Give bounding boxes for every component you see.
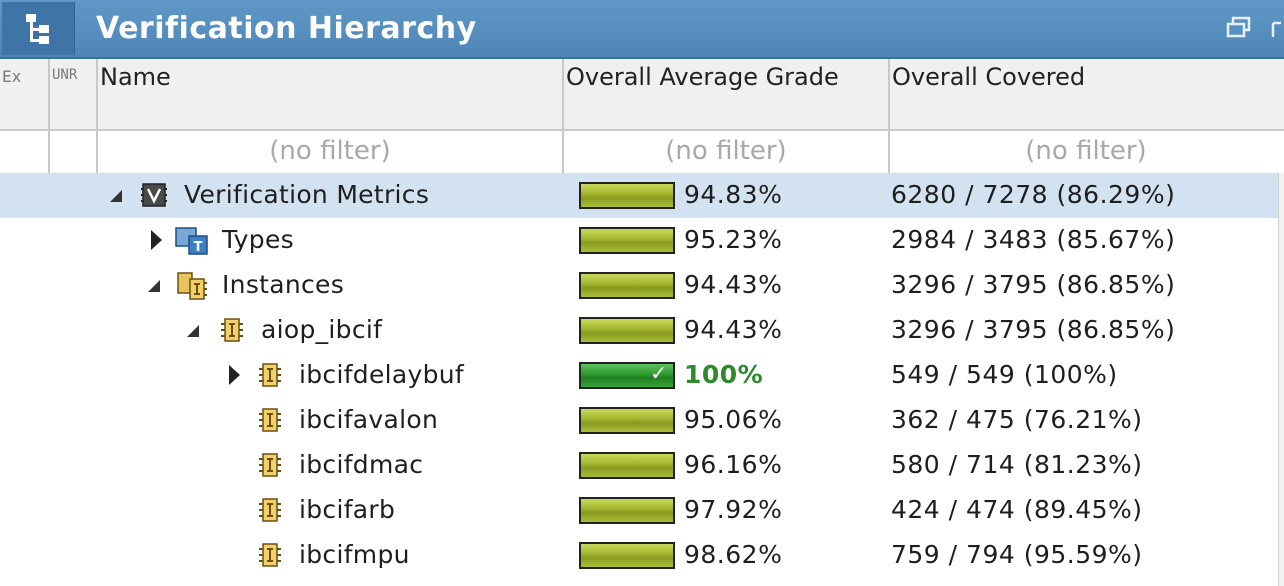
row-name: Instances bbox=[222, 270, 345, 299]
grade-bar-fill bbox=[581, 454, 673, 477]
covered-value: 549 / 549 (100%) bbox=[891, 360, 1118, 389]
grade-bar bbox=[579, 317, 675, 344]
grade-bar-fill bbox=[581, 364, 673, 387]
grade-value: 94.43% bbox=[684, 315, 783, 344]
grade-value: 94.83% bbox=[684, 180, 783, 209]
row-name: Types bbox=[222, 225, 294, 254]
name-header-label: Name bbox=[100, 63, 171, 91]
tree-row[interactable]: Instances 94.43% 3296 / 3795 (86.85%) bbox=[0, 263, 1278, 308]
filter-row: (no filter) (no filter) (no filter) bbox=[0, 131, 1284, 175]
covered-value: 362 / 475 (76.21%) bbox=[891, 405, 1143, 434]
grade-value: 96.16% bbox=[684, 450, 783, 479]
covered-value: 3296 / 3795 (86.85%) bbox=[891, 315, 1176, 344]
types-icon: T bbox=[175, 227, 208, 255]
ex-header-label: Ex bbox=[2, 67, 22, 86]
grade-value: 95.06% bbox=[684, 405, 783, 434]
row-name: ibcifavalon bbox=[299, 405, 439, 434]
grade-value: 95.23% bbox=[684, 225, 783, 254]
hierarchy-icon[interactable] bbox=[2, 2, 75, 55]
expand-arrow-icon[interactable] bbox=[151, 230, 162, 250]
grade-bar bbox=[579, 227, 675, 254]
grade-bar-fill bbox=[581, 319, 673, 342]
grade-value: 97.92% bbox=[684, 495, 783, 524]
grade-bar-fill bbox=[581, 229, 673, 252]
row-name: ibcifdelaybuf bbox=[299, 360, 465, 389]
verification-metrics-icon bbox=[141, 183, 167, 207]
restore-window-icon[interactable] bbox=[1226, 16, 1252, 38]
grade-bar: ✓ bbox=[579, 361, 675, 389]
instance-icon bbox=[259, 408, 281, 432]
name-filter-input[interactable]: (no filter) bbox=[98, 131, 564, 173]
tree-row[interactable]: ibcifdmac 96.16% 580 / 714 (81.23%) bbox=[0, 443, 1278, 488]
name-column-header[interactable]: Name bbox=[98, 59, 564, 129]
name-filter-placeholder: (no filter) bbox=[269, 136, 391, 166]
grade-bar-fill bbox=[581, 499, 673, 522]
tree-row[interactable]: Verification Metrics 94.83% 6280 / 7278 … bbox=[0, 173, 1278, 218]
grade-filter-placeholder: (no filter) bbox=[665, 136, 787, 166]
grade-bar bbox=[579, 182, 675, 209]
grade-bar bbox=[579, 452, 675, 479]
grade-value: 100% bbox=[684, 360, 764, 389]
collapse-arrow-icon[interactable] bbox=[110, 190, 122, 202]
row-name: aiop_ibcif bbox=[261, 315, 383, 344]
column-header-row: Ex UNR Name Overall Average Grade Overal… bbox=[0, 59, 1284, 131]
covered-column-header[interactable]: Overall Covered bbox=[890, 59, 1282, 129]
instance-icon bbox=[259, 498, 281, 522]
grade-value: 98.62% bbox=[684, 540, 783, 569]
covered-filter-placeholder: (no filter) bbox=[1025, 136, 1147, 166]
tree-row[interactable]: ibcifavalon 95.06% 362 / 475 (76.21%) bbox=[0, 398, 1278, 443]
title-bar: Verification Hierarchy bbox=[0, 0, 1284, 59]
instance-icon bbox=[259, 543, 281, 567]
covered-value: 580 / 714 (81.23%) bbox=[891, 450, 1143, 479]
grade-bar-fill bbox=[581, 274, 673, 297]
window-edge-icon bbox=[1271, 21, 1281, 37]
grade-bar bbox=[579, 497, 675, 524]
row-name: ibcifdmac bbox=[299, 450, 424, 479]
grade-bar-fill bbox=[581, 409, 673, 432]
ex-filter-cell bbox=[0, 131, 50, 173]
covered-value: 2984 / 3483 (85.67%) bbox=[891, 225, 1176, 254]
grade-bar bbox=[579, 272, 675, 299]
svg-text:T: T bbox=[194, 240, 203, 255]
collapse-arrow-icon[interactable] bbox=[187, 325, 199, 337]
grade-column-header[interactable]: Overall Average Grade bbox=[564, 59, 890, 129]
covered-filter-input[interactable]: (no filter) bbox=[890, 131, 1282, 173]
covered-value: 424 / 474 (89.45%) bbox=[891, 495, 1143, 524]
covered-value: 3296 / 3795 (86.85%) bbox=[891, 270, 1176, 299]
tree-row[interactable]: ibcifdelaybuf ✓ 100% 549 / 549 (100%) bbox=[0, 353, 1278, 398]
covered-value: 6280 / 7278 (86.29%) bbox=[891, 180, 1176, 209]
unr-header-label: UNR bbox=[52, 67, 78, 83]
collapse-arrow-icon[interactable] bbox=[148, 280, 160, 292]
grade-bar-fill bbox=[581, 184, 673, 207]
ex-column-header[interactable]: Ex bbox=[0, 59, 50, 129]
instance-icon bbox=[259, 363, 281, 387]
instances-icon bbox=[177, 272, 207, 300]
tree-row[interactable]: aiop_ibcif 94.43% 3296 / 3795 (86.85%) bbox=[0, 308, 1278, 353]
expand-arrow-icon[interactable] bbox=[229, 365, 240, 385]
grade-bar bbox=[579, 542, 675, 569]
row-name: ibcifarb bbox=[299, 495, 396, 524]
covered-value: 759 / 794 (95.59%) bbox=[891, 540, 1143, 569]
tree-row[interactable]: ibcifmpu 98.62% 759 / 794 (95.59%) bbox=[0, 533, 1278, 578]
grade-header-label: Overall Average Grade bbox=[566, 63, 839, 91]
window-title: Verification Hierarchy bbox=[96, 11, 477, 46]
instance-icon bbox=[259, 453, 281, 477]
row-name: Verification Metrics bbox=[184, 180, 430, 209]
row-name: ibcifmpu bbox=[299, 540, 410, 569]
tree-row[interactable]: ibcifarb 97.92% 424 / 474 (89.45%) bbox=[0, 488, 1278, 533]
grade-bar bbox=[579, 407, 675, 434]
unr-column-header[interactable]: UNR bbox=[50, 59, 98, 129]
tree-row[interactable]: T Types 95.23% 2984 / 3483 (85.67%) bbox=[0, 218, 1278, 263]
unr-filter-cell bbox=[50, 131, 98, 173]
grade-value: 94.43% bbox=[684, 270, 783, 299]
grade-bar-fill bbox=[581, 544, 673, 567]
instance-icon bbox=[221, 318, 243, 342]
grade-filter-input[interactable]: (no filter) bbox=[564, 131, 890, 173]
checkmark-icon: ✓ bbox=[650, 361, 667, 385]
vertical-scrollbar[interactable] bbox=[1278, 173, 1284, 586]
covered-header-label: Overall Covered bbox=[892, 63, 1086, 91]
